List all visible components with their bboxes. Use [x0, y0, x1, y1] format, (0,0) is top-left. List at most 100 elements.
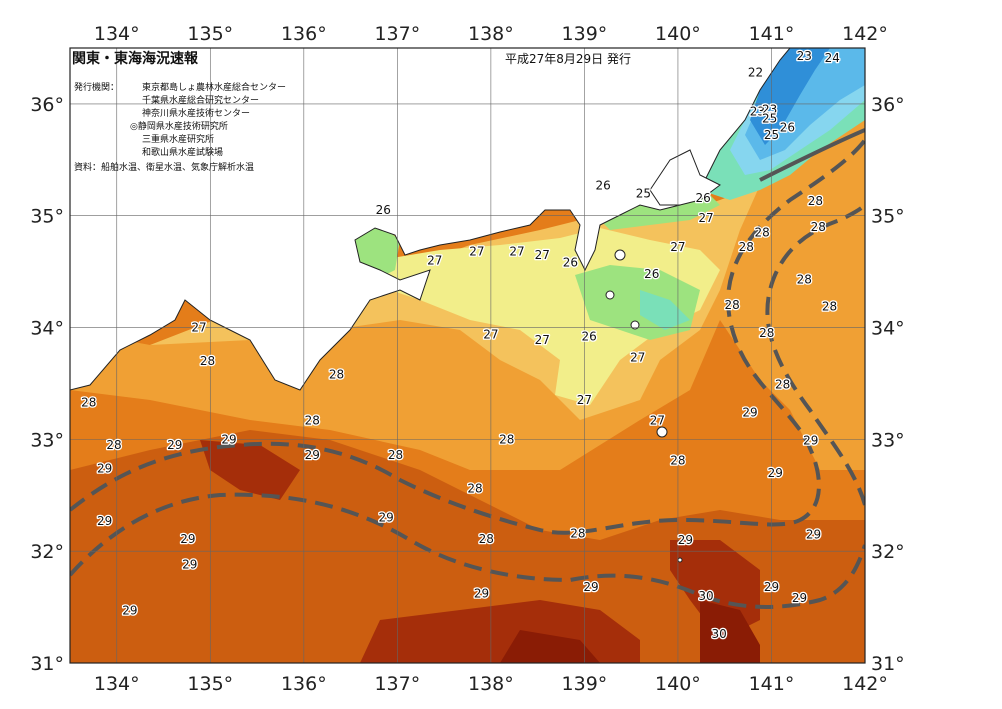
island-aogashima: [677, 557, 683, 563]
lon-label-top: 140°: [655, 23, 701, 45]
isotherm-label: 28: [499, 432, 514, 446]
lon-label-bottom: 136°: [281, 673, 327, 695]
isotherm-label: 26: [595, 179, 610, 193]
island-oshima: [614, 249, 626, 261]
isotherm-label: 28: [811, 220, 826, 234]
lat-label-right: 31°: [871, 653, 905, 675]
lat-label-left: 35°: [30, 206, 64, 228]
isotherm-label: 23: [797, 49, 812, 63]
island-hachijo: [656, 426, 668, 438]
lat-label-left: 32°: [30, 541, 64, 563]
issuer-name: 和歌山県水産試験場: [142, 146, 223, 158]
isotherm-label: 29: [167, 438, 182, 452]
lon-label-top: 139°: [562, 23, 608, 45]
issuer-name: 千葉県水産総合研究センター: [142, 94, 259, 106]
isotherm-label: 28: [754, 226, 769, 240]
isotherm-label: 28: [670, 454, 685, 468]
isotherm-label: 28: [570, 526, 585, 540]
land-boso: [649, 149, 721, 206]
isotherm-label: 29: [97, 514, 112, 528]
lon-label-bottom: 135°: [187, 673, 233, 695]
map-frame: [69, 47, 866, 664]
lon-label-top: 142°: [842, 23, 888, 45]
data-source: 資料：船舶水温、衛星水温、気象庁解析水温: [74, 161, 254, 173]
lat-label-right: 32°: [871, 541, 905, 563]
issuer-name: 神奈川県水産技術センター: [142, 107, 250, 119]
isotherm-label: 27: [650, 413, 665, 427]
zone-25: [640, 290, 690, 330]
kuroshio-path-south: [70, 203, 865, 609]
map-title: 関東・東海海況速報: [72, 50, 199, 67]
isotherm-label: 28: [81, 395, 96, 409]
land-kii-shikoku: [70, 48, 791, 391]
isotherm-label: 27: [698, 211, 713, 225]
lon-label-top: 136°: [281, 23, 327, 45]
isotherm-label: 27: [509, 245, 524, 259]
lat-label-right: 33°: [871, 429, 905, 451]
zone-31: [500, 600, 760, 663]
isotherm-label: 27: [630, 351, 645, 365]
isotherm-label: 29: [803, 433, 818, 447]
isotherm-label: 29: [180, 532, 195, 546]
lon-label-top: 134°: [94, 23, 140, 45]
kuroshio-offshore: [759, 128, 865, 182]
bottom-lon-labels: 134° 135° 136° 137° 138° 139° 140° 141° 142°: [94, 673, 888, 695]
isotherm-label: 25: [762, 111, 777, 125]
isotherm-label: 28: [305, 413, 320, 427]
issuer-name: ◎静岡県水産技術研究所: [130, 120, 228, 132]
isotherm-label: 25: [764, 128, 779, 142]
isotherm-label: 28: [467, 482, 482, 496]
isotherm-label: 26: [581, 329, 596, 343]
isotherm-label: 27: [535, 333, 550, 347]
isotherm-label: 29: [792, 591, 807, 605]
isotherm-label: 28: [479, 532, 494, 546]
isotherm-label: 29: [678, 533, 693, 547]
isotherm-label: 29: [474, 587, 489, 601]
isotherm-label: 29: [221, 432, 236, 446]
isotherm-label: 26: [644, 267, 659, 281]
isotherm-label: 27: [469, 245, 484, 259]
lat-label-left: 31°: [30, 653, 64, 675]
lon-label-bottom: 138°: [468, 673, 514, 695]
isotherm-label: 27: [483, 327, 498, 341]
isotherm-label: 28: [329, 368, 344, 382]
isotherm-label: 29: [742, 406, 757, 420]
left-lat-labels: 36° 35° 34° 33° 32° 31°: [30, 94, 64, 675]
isotherm-label: 26: [780, 120, 795, 134]
lon-label-bottom: 141°: [749, 673, 795, 695]
isotherm-label: 29: [305, 448, 320, 462]
isotherm-label: 28: [725, 298, 740, 312]
isotherm-label: 28: [808, 194, 823, 208]
lat-label-left: 33°: [30, 429, 64, 451]
issuer-label: 発行機関：: [74, 81, 119, 93]
lon-label-top: 137°: [374, 23, 420, 45]
lon-label-bottom: 139°: [562, 673, 608, 695]
isotherm-label: 24: [825, 51, 840, 65]
isotherm-label: 27: [427, 253, 442, 267]
isotherm-label: 23: [762, 103, 777, 117]
isotherm-label: 29: [806, 527, 821, 541]
isotherm-label: 29: [97, 461, 112, 475]
lat-label-left: 34°: [30, 318, 64, 340]
isotherm-label: 29: [182, 558, 197, 572]
isotherm-label: 28: [106, 438, 121, 452]
isotherm-label: 23: [750, 105, 765, 119]
island-niijima: [605, 290, 615, 300]
lon-label-top: 138°: [468, 23, 514, 45]
isotherm-label: 27: [191, 321, 206, 335]
lon-label-bottom: 137°: [374, 673, 420, 695]
isotherm-label: 28: [797, 272, 812, 286]
isotherm-label: 22: [748, 66, 763, 80]
lon-label-top: 141°: [749, 23, 795, 45]
issuer-list: 東京都島しょ農林水産総合センター千葉県水産総合研究センター神奈川県水産技術センタ…: [130, 81, 286, 158]
isotherm-label: 25: [636, 186, 651, 200]
lat-lon-grid: [70, 48, 865, 663]
isotherm-label: 28: [739, 240, 754, 254]
isotherm-label: 28: [775, 378, 790, 392]
issuer-name: 東京都島しょ農林水産総合センター: [142, 81, 286, 93]
issuer-name: 三重県水産研究所: [142, 133, 214, 145]
lat-label-right: 34°: [871, 318, 905, 340]
